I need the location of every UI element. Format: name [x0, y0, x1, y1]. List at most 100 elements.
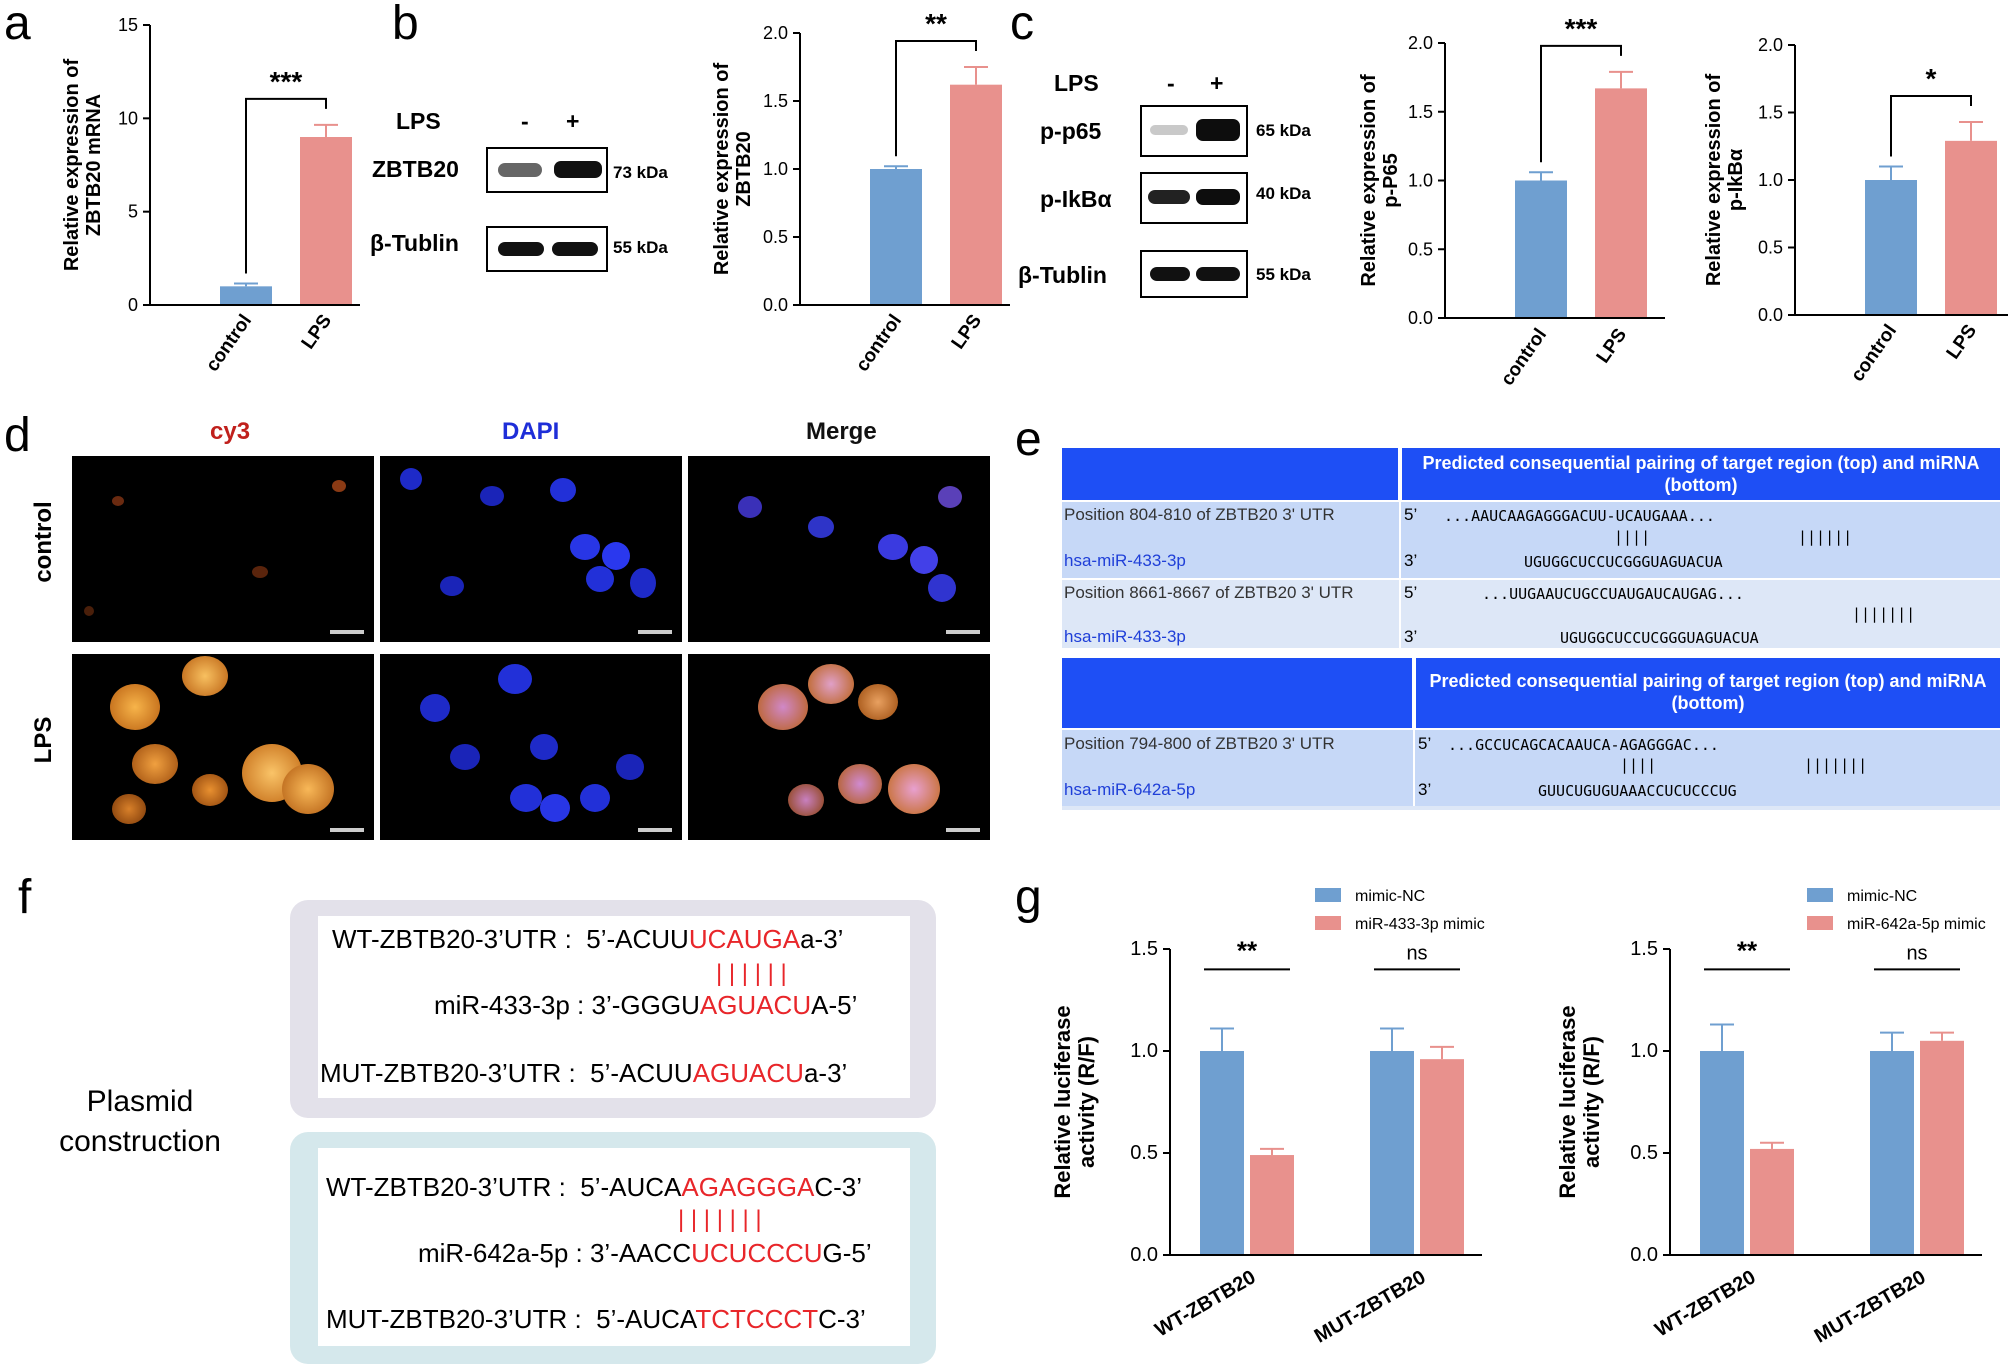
significance-label: *** — [1565, 13, 1598, 44]
bar-control — [220, 286, 272, 305]
mir-pre: 3’-GGGU — [591, 990, 700, 1020]
band — [1150, 125, 1188, 135]
x-tick-label: LPS — [298, 311, 336, 353]
pair-bars: |||||| — [1798, 528, 1853, 546]
significance-label: ns — [1406, 942, 1427, 964]
blot-b-lps-label: LPS — [396, 108, 441, 134]
cell — [858, 684, 898, 720]
significance-bracket — [895, 40, 977, 157]
blot-c-kda: 65 kDa — [1256, 121, 1311, 140]
y-axis-title: Relative expression ofZBTB20 — [711, 63, 755, 276]
y-tick-label: 2.0 — [763, 23, 788, 43]
cell — [440, 576, 464, 596]
y-tick-label: 1.5 — [763, 91, 788, 111]
cell — [400, 468, 422, 490]
scale-bar — [946, 828, 980, 832]
row-mirna: hsa-miR-642a-5p — [1064, 780, 1196, 799]
sequence-box-inner — [318, 1148, 910, 1346]
band — [1196, 267, 1240, 281]
mut-label: MUT-ZBTB20-3’UTR : — [326, 1304, 582, 1334]
cell — [616, 754, 644, 780]
wt-seed: AGAGGGA — [681, 1172, 815, 1202]
significance-label: ** — [925, 8, 947, 39]
wt-label: WT-ZBTB20-3’UTR : — [326, 1172, 566, 1202]
bar-control — [1515, 180, 1567, 318]
cell — [510, 784, 542, 812]
band — [498, 163, 542, 177]
y-tick-label: 0.0 — [1758, 305, 1783, 325]
blot-c-plus: + — [1210, 70, 1224, 96]
cell — [112, 496, 124, 506]
bar-mimic-nc — [1700, 1051, 1744, 1255]
blot-b-row-label: ZBTB20 — [372, 156, 459, 182]
bar-mimic — [1920, 1040, 1964, 1255]
cell — [550, 478, 576, 502]
blot-c-kda: 55 kDa — [1256, 265, 1311, 284]
cell — [252, 566, 268, 578]
wt-pre: 5’-AUCA — [580, 1172, 682, 1202]
y-axis-title: Relative expression ofZBTB20 mRNA — [61, 59, 105, 272]
image-control-merge — [688, 456, 990, 642]
row-mirna: hsa-miR-433-3p — [1064, 551, 1186, 570]
band — [498, 242, 544, 256]
cell — [420, 694, 450, 722]
cell — [480, 486, 504, 506]
sequence-box-inner — [318, 916, 910, 1098]
y-tick-label: 0.5 — [1630, 1142, 1658, 1164]
legend-swatch — [1807, 888, 1833, 902]
blot-b-minus: - — [521, 108, 529, 134]
table-header: Predicted consequential pairing of targe… — [1402, 448, 2000, 500]
cell — [112, 794, 146, 824]
three-prime: 3’ — [1418, 780, 1432, 799]
plasmid-label-line1: Plasmid — [86, 1085, 194, 1118]
significance-label: ** — [1737, 935, 1758, 965]
x-tick-label: LPS — [948, 311, 986, 353]
y-tick-label: 1.0 — [1408, 171, 1433, 191]
wt-post: a-3’ — [800, 924, 844, 954]
cell — [570, 534, 600, 560]
blot-c-tubulin — [1140, 250, 1248, 298]
panel-label-c: c — [1010, 0, 1034, 50]
panel-label-g: g — [1015, 871, 1042, 924]
three-prime: 3’ — [1404, 551, 1418, 570]
mirna-seq: GUUCUGUGUAAACCUCUCCCUG — [1538, 782, 1737, 800]
divider — [1399, 448, 1401, 648]
y-tick-label: 1.5 — [1408, 102, 1433, 122]
mut-label: MUT-ZBTB20-3’UTR : — [320, 1058, 576, 1088]
y-tick-label: 0.5 — [1758, 238, 1783, 258]
cell — [602, 542, 630, 570]
blot-b-kda: 73 kDa — [613, 163, 668, 182]
cell — [878, 534, 908, 560]
band — [1148, 190, 1190, 204]
image-lps-dapi — [380, 654, 682, 840]
cell — [928, 574, 956, 602]
y-tick-label: 1.0 — [1758, 170, 1783, 190]
cell — [450, 744, 480, 770]
blot-c-lps-label: LPS — [1054, 70, 1099, 96]
bar-mimic — [1420, 1059, 1464, 1255]
divider — [1413, 658, 1415, 806]
cell — [586, 566, 614, 592]
bar-lps — [300, 137, 352, 305]
y-axis-title: Relative luciferaseactivity (R/F) — [1050, 1005, 1099, 1198]
x-tick-label: WT-ZBTB20 — [1651, 1266, 1759, 1341]
bar-control — [870, 169, 922, 305]
legend-swatch — [1807, 916, 1833, 930]
blot-c-row-label: β-Tublin — [1018, 262, 1107, 288]
scale-bar — [638, 828, 672, 832]
cell — [332, 480, 346, 492]
plasmid-label-line2: construction — [59, 1125, 221, 1158]
wt-seq-row: WT-ZBTB20-3’UTR : 5’-AUCAAGAGGGAC-3’ — [326, 1172, 862, 1203]
panel-label-f: f — [18, 871, 32, 924]
target-seq: ...UUGAAUCUGCCUAUGAUCAUGAG... — [1482, 585, 1744, 603]
legend-label: mimic-NC — [1355, 888, 1425, 905]
mir-seq-row: miR-433-3p : 3’-GGGUAGUACUA-5’ — [434, 990, 857, 1021]
scale-bar — [330, 630, 364, 634]
y-tick-label: 0.0 — [1408, 308, 1433, 328]
pair-bars: ||||||| — [1804, 756, 1868, 774]
pair-bars: | | | | | | | — [678, 1206, 762, 1233]
pair-bars: |||| — [1614, 528, 1651, 546]
col-label-cy3: cy3 — [210, 418, 251, 445]
image-control-cy3 — [72, 456, 374, 642]
legend-label: miR-433-3p mimic — [1355, 916, 1485, 933]
